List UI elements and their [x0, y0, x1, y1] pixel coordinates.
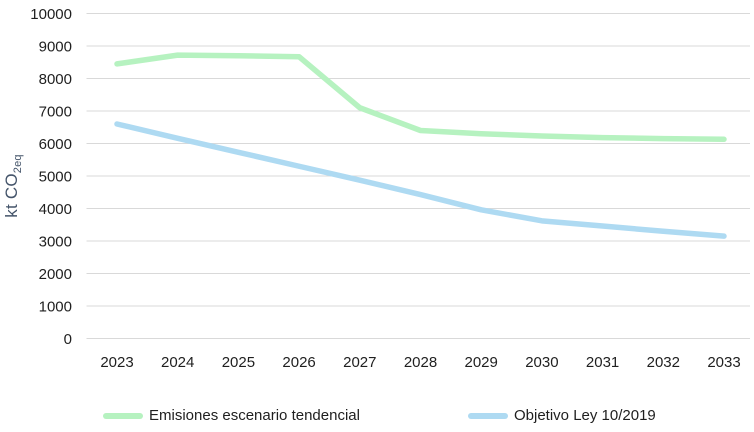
legend-label: Objetivo Ley 10/2019 — [514, 407, 656, 424]
x-tick-label: 2032 — [647, 354, 680, 371]
x-tick-label: 2024 — [161, 354, 194, 371]
y-tick-label: 0 — [64, 331, 72, 348]
x-tick-label: 2028 — [404, 354, 437, 371]
y-tick-label: 10000 — [30, 6, 72, 23]
x-tick-label: 2029 — [465, 354, 498, 371]
y-tick-label: 5000 — [39, 169, 72, 186]
y-tick-label: 7000 — [39, 104, 72, 121]
legend-item-0: Emisiones escenario tendencial — [103, 407, 360, 424]
y-tick-label: 2000 — [39, 266, 72, 283]
x-tick-label: 2023 — [100, 354, 133, 371]
series-line-0 — [114, 52, 727, 143]
y-tick-label: 4000 — [39, 201, 72, 218]
x-tick-label: 2027 — [343, 354, 376, 371]
x-tick-label: 2031 — [586, 354, 619, 371]
legend-swatch-icon — [103, 412, 143, 419]
x-tick-label: 2025 — [222, 354, 255, 371]
x-tick-label: 2026 — [282, 354, 315, 371]
y-tick-label: 1000 — [39, 299, 72, 316]
y-axis-title-main: kt CO — [1, 173, 21, 218]
y-axis-title-subscript: 2eq — [12, 154, 25, 174]
y-tick-label: 3000 — [39, 234, 72, 251]
y-tick-label: 9000 — [39, 39, 72, 56]
legend-swatch-icon — [468, 412, 508, 419]
legend-item-1: Objetivo Ley 10/2019 — [468, 407, 656, 424]
chart-svg: 0 1000 2000 3000 4000 5000 6000 7000 8000 9000 100… — [30, 6, 750, 371]
y-axis-title: kt CO2eq — [2, 154, 24, 217]
x-tick-label: 2033 — [707, 354, 740, 371]
y-tick-label: 8000 — [39, 71, 72, 88]
legend-label: Emisiones escenario tendencial — [149, 407, 360, 424]
series-line-1 — [114, 121, 727, 239]
x-tick-label: 2030 — [525, 354, 558, 371]
y-tick-label: 6000 — [39, 136, 72, 153]
